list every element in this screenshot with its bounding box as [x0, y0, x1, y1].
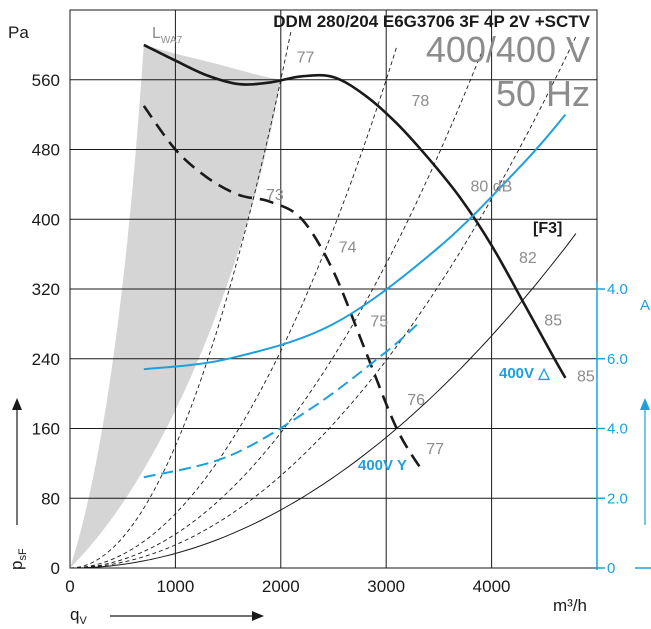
lw-label: LWA7 [152, 25, 183, 46]
y2-tick-label: 4.0 [607, 421, 628, 438]
db-label: 75 [370, 313, 388, 330]
x-axis-label: qV [70, 605, 87, 627]
system-curve [69, 53, 482, 569]
db-label: 74 [339, 239, 357, 256]
y-tick-label: 480 [32, 141, 60, 160]
db-label: 78 [411, 93, 429, 110]
system-curve [69, 46, 398, 569]
y2-tick-label: 4.0 [607, 281, 628, 298]
y-axis-label-sub: sF [17, 548, 29, 561]
x-tick-label: 1000 [156, 577, 194, 596]
y-axis-arrowhead [12, 398, 22, 410]
y2-tick-label: 6.0 [607, 351, 628, 368]
db-label: 76 [407, 392, 425, 409]
series-label-delta: 400V △ [499, 365, 550, 382]
y-tick-label: 320 [32, 280, 60, 299]
db-label: 77 [426, 441, 444, 458]
y-unit-label: Pa [8, 23, 29, 42]
db-label: 82 [519, 250, 537, 267]
x-unit-label: m³/h [553, 596, 587, 615]
y-axis-label: psF [7, 548, 29, 570]
y-tick-label: 80 [41, 489, 60, 508]
y-tick-label: 0 [51, 559, 60, 578]
y-tick-label: 240 [32, 350, 60, 369]
db-label: 73 [266, 187, 284, 204]
y-tick-label: 160 [32, 420, 60, 439]
x-axis-arrowhead [252, 611, 264, 621]
pressure-curve [142, 105, 425, 473]
lw-sub: WA7 [161, 35, 183, 46]
chart-title: DDM 280/204 E6G3706 3F 4P 2V +SCTV [273, 12, 590, 31]
curve-id-label: [F3] [533, 220, 562, 237]
y2-tick-label: 2.0 [607, 490, 628, 507]
system-curve [69, 233, 577, 569]
y2-tick-label: 0 [607, 560, 615, 577]
y-tick-label: 560 [32, 71, 60, 90]
voltage-label: 400/400 V [426, 29, 590, 70]
system-curve [69, 36, 577, 569]
frequency-label: 50 Hz [496, 73, 590, 114]
x-tick-label: 4000 [473, 577, 511, 596]
db-label: 85 [544, 313, 562, 330]
db-label: 77 [297, 49, 315, 66]
db-label: 80 dB [471, 178, 513, 195]
system-curve [69, 29, 292, 569]
current-curve [143, 113, 567, 371]
pressure-curve [143, 43, 567, 379]
series-label-star: 400V Y [358, 457, 407, 474]
x-tick-label: 3000 [367, 577, 405, 596]
x-tick-label: 2000 [262, 577, 300, 596]
y2-unit-label: A [640, 297, 650, 314]
y2-axis-arrowhead [640, 398, 650, 410]
x-tick-label: 0 [65, 577, 74, 596]
current-curve [143, 323, 419, 479]
x-axis-label-sub: V [79, 615, 87, 627]
db-label: 85 [577, 368, 595, 385]
y-tick-label: 400 [32, 210, 60, 229]
